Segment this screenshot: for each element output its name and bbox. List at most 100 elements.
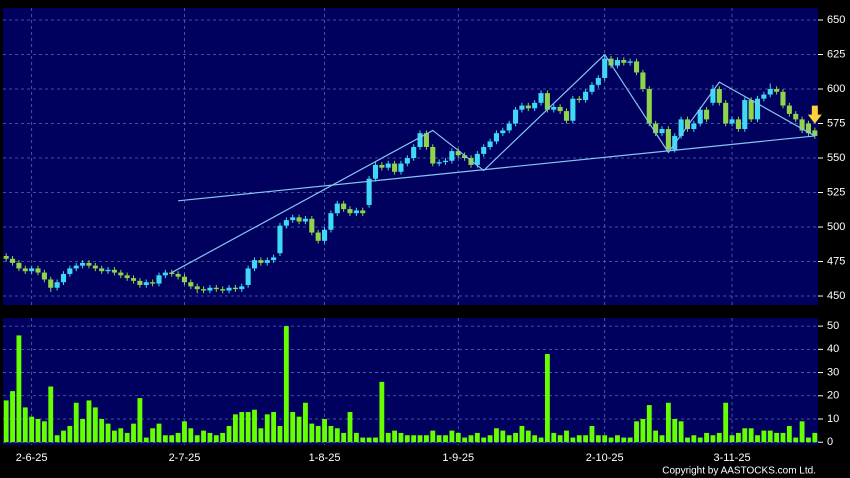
volume-bar (506, 435, 512, 443)
candle-body (181, 276, 188, 283)
volume-bar (443, 435, 448, 443)
candle-body (474, 153, 480, 165)
volume-bar (640, 418, 646, 443)
candle-body (29, 268, 35, 272)
candle-body (780, 91, 786, 106)
volume-bar (303, 402, 308, 443)
candle-body (468, 158, 474, 165)
volume-bar (570, 437, 576, 443)
candle-body (258, 260, 264, 263)
candle-body (754, 98, 761, 120)
volume-bar (462, 437, 468, 443)
candle-body (118, 272, 124, 276)
y-tick-label: 30 (827, 366, 839, 378)
volume-bar (162, 435, 168, 443)
volume-bar (487, 435, 493, 443)
volume-bar (99, 418, 105, 443)
candle-body (35, 268, 41, 273)
candle-body (812, 130, 818, 136)
volume-bar (761, 430, 767, 443)
volume-bar (48, 386, 54, 443)
y-tick-label: 10 (827, 413, 839, 425)
candle-body (10, 258, 16, 263)
candle-body (232, 287, 238, 290)
volume-bar (576, 435, 582, 443)
candle-body (169, 272, 175, 274)
candle-body (411, 146, 417, 159)
x-tick-label: 2-7-25 (169, 452, 201, 464)
candle-body (392, 163, 398, 172)
candle-body (506, 123, 512, 131)
candle-body (576, 98, 582, 101)
candle-body (328, 213, 334, 230)
volume-bar (532, 435, 538, 443)
candle-body (723, 102, 729, 124)
volume-bar (156, 423, 162, 443)
volume-bar (188, 428, 194, 443)
candle-body (188, 282, 194, 287)
candle-body (532, 102, 538, 109)
candle-body (130, 278, 137, 281)
volume-bar (283, 326, 289, 443)
y-tick-label: 500 (827, 221, 845, 233)
volume-bar (481, 437, 487, 443)
candle-body (513, 109, 519, 124)
volume-bar (213, 435, 219, 443)
volume-bar (659, 435, 665, 443)
candle-body (793, 113, 799, 120)
volume-bar (564, 430, 569, 443)
volume-bar (271, 412, 277, 443)
candle-body (385, 163, 391, 168)
candle-body (347, 209, 353, 214)
volume-bar (73, 402, 79, 443)
y-tick-label: 600 (827, 83, 845, 95)
volume-bar (767, 430, 773, 443)
candle-body (398, 163, 404, 172)
candle-body (417, 133, 423, 147)
candle-body (175, 273, 181, 277)
volume-bar (347, 412, 353, 443)
candle-body (774, 89, 780, 92)
candle-body (595, 77, 601, 85)
y-tick-label: 475 (827, 255, 845, 267)
volume-bar (398, 432, 404, 443)
volume-bar (691, 435, 697, 443)
volume-bar (252, 409, 257, 443)
volume-bar (627, 437, 633, 443)
volume-bar (220, 432, 226, 443)
candle-body (283, 220, 289, 226)
volume-bar (315, 425, 321, 443)
candle-body (525, 105, 531, 109)
volume-bar (806, 437, 811, 443)
volume-bar (61, 430, 66, 443)
candle-body (742, 100, 748, 130)
candle-body (60, 273, 67, 283)
candle-body (583, 91, 589, 101)
candle-body (201, 289, 207, 291)
candle-body (735, 119, 741, 130)
volume-bar (474, 432, 480, 443)
volume-bar (322, 418, 327, 443)
candle-body (716, 89, 722, 103)
volume-bar (3, 400, 9, 443)
volume-bar (150, 428, 156, 443)
y-tick-label: 650 (827, 14, 845, 26)
candle-body (226, 287, 232, 291)
candle-body (290, 217, 296, 221)
volume-bar (182, 421, 187, 443)
volume-bar (525, 430, 531, 443)
volume-bar (379, 381, 385, 443)
candle-body (251, 260, 258, 269)
candle-body (436, 162, 442, 164)
volume-bar (296, 416, 302, 443)
volume-bar (334, 428, 340, 443)
candle-body (659, 129, 665, 134)
candle-body (430, 146, 436, 164)
volume-bar (468, 435, 474, 443)
candle-body (697, 109, 703, 124)
candle-body (315, 232, 321, 241)
candle-body (73, 265, 79, 269)
volume-bar (716, 432, 722, 443)
price-panel (3, 8, 818, 305)
volume-bar (366, 437, 372, 443)
